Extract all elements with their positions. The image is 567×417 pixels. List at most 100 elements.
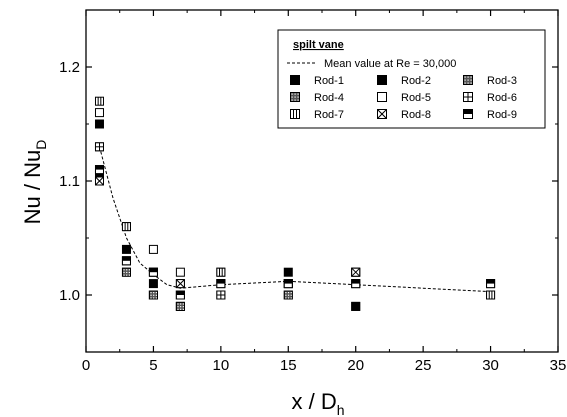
marker-dot [470, 76, 472, 78]
x-tick-label: 20 [347, 357, 364, 374]
data-point [216, 279, 226, 289]
marker-dot [470, 82, 472, 84]
marker-dot [126, 269, 128, 271]
marker-dot [180, 303, 182, 305]
data-point [486, 290, 496, 300]
data-point [148, 244, 158, 254]
marker-dot [155, 292, 157, 294]
marker-fill [284, 279, 293, 284]
legend-label: Rod-8 [401, 109, 431, 121]
x-axis-title-sub: h [337, 402, 345, 417]
marker-box [148, 279, 158, 289]
data-point [351, 279, 361, 289]
x-tick-label: 5 [149, 357, 157, 374]
marker-dot [182, 303, 184, 305]
legend-marker [290, 109, 300, 119]
y-axis-title-sub: D [33, 140, 49, 150]
data-point [148, 267, 158, 277]
marker-box [486, 290, 496, 300]
marker-box [175, 267, 185, 277]
legend-box [277, 29, 546, 129]
legend-marker [463, 75, 473, 85]
legend-entry-rod-7: Rod-7 [290, 109, 344, 121]
legend-title: spilt vane [293, 39, 344, 51]
legend-entry-rod-3: Rod-3 [463, 75, 517, 87]
x-tick-label: 30 [482, 357, 499, 374]
marker-dot [294, 99, 296, 101]
mean-curve [99, 146, 491, 293]
marker-dot [290, 292, 292, 294]
marker-dot [291, 93, 293, 95]
legend-marker [463, 92, 473, 102]
marker-dot [150, 294, 152, 296]
marker-box [283, 267, 293, 277]
marker-fill [149, 268, 158, 273]
data-point [94, 176, 104, 186]
data-point [121, 256, 131, 266]
data-point [94, 119, 104, 129]
x-axis-title-main: x / D [291, 389, 336, 414]
marker-dot [467, 79, 469, 81]
marker-box [148, 244, 158, 254]
data-point [351, 301, 361, 311]
data-point [175, 267, 185, 277]
series-rod-6 [94, 142, 361, 300]
marker-box [94, 108, 104, 118]
marker-dot [297, 93, 299, 95]
marker-dot [467, 82, 469, 84]
legend-entry-rod-1: Rod-1 [290, 75, 344, 87]
marker-dot [285, 297, 287, 299]
ticks: 0 5 10 15 20 25 30 35 1.0 1.1 1.2 [59, 10, 566, 374]
data-point [216, 267, 226, 277]
data-point [283, 290, 293, 300]
data-point [351, 267, 361, 277]
marker-dot [180, 306, 182, 308]
marker-box [377, 92, 387, 102]
x-tick-label: 10 [213, 357, 230, 374]
legend-entry-rod-8: Rod-8 [377, 109, 431, 121]
marker-fill [216, 279, 225, 284]
y-tick-label: 1.1 [59, 173, 80, 190]
data-point [94, 108, 104, 118]
legend-label: Rod-7 [314, 109, 344, 121]
legend-label: Rod-1 [314, 75, 344, 87]
marker-dot [153, 297, 155, 299]
marker-dot [128, 274, 130, 276]
legend-entry-rod-4: Rod-4 [290, 92, 344, 104]
legend-marker [377, 109, 387, 119]
marker-dot [291, 96, 293, 98]
marker-dot [182, 308, 184, 310]
legend-entry-rod-6: Rod-6 [463, 92, 517, 104]
x-tick-label: 0 [82, 357, 90, 374]
marker-box [94, 96, 104, 106]
marker-dot [464, 79, 466, 81]
mean-curve-line [99, 146, 491, 293]
marker-fill [486, 279, 495, 284]
data-point [121, 244, 131, 254]
legend-label: Rod-9 [487, 109, 517, 121]
marker-line [351, 267, 361, 277]
marker-line [377, 109, 387, 119]
marker-dot [177, 308, 179, 310]
x-tick-label: 35 [550, 357, 567, 374]
legend-label: Rod-6 [487, 92, 517, 104]
marker-box [216, 267, 226, 277]
marker-box [351, 301, 361, 311]
marker-dot [297, 99, 299, 101]
legend-label: Rod-4 [314, 92, 344, 104]
marker-dot [177, 303, 179, 305]
marker-dot [153, 294, 155, 296]
data-point [283, 267, 293, 277]
legend-marker [377, 75, 387, 85]
series-rod-8 [94, 176, 361, 289]
marker-box [121, 222, 131, 232]
legend-label: Rod-3 [487, 75, 517, 87]
marker-dot [123, 274, 125, 276]
y-tick-label: 1.0 [59, 287, 80, 304]
data-point [486, 279, 496, 289]
marker-dot [294, 93, 296, 95]
marker-dot [467, 76, 469, 78]
marker-box [121, 244, 131, 254]
series-rod-4 [94, 142, 361, 311]
